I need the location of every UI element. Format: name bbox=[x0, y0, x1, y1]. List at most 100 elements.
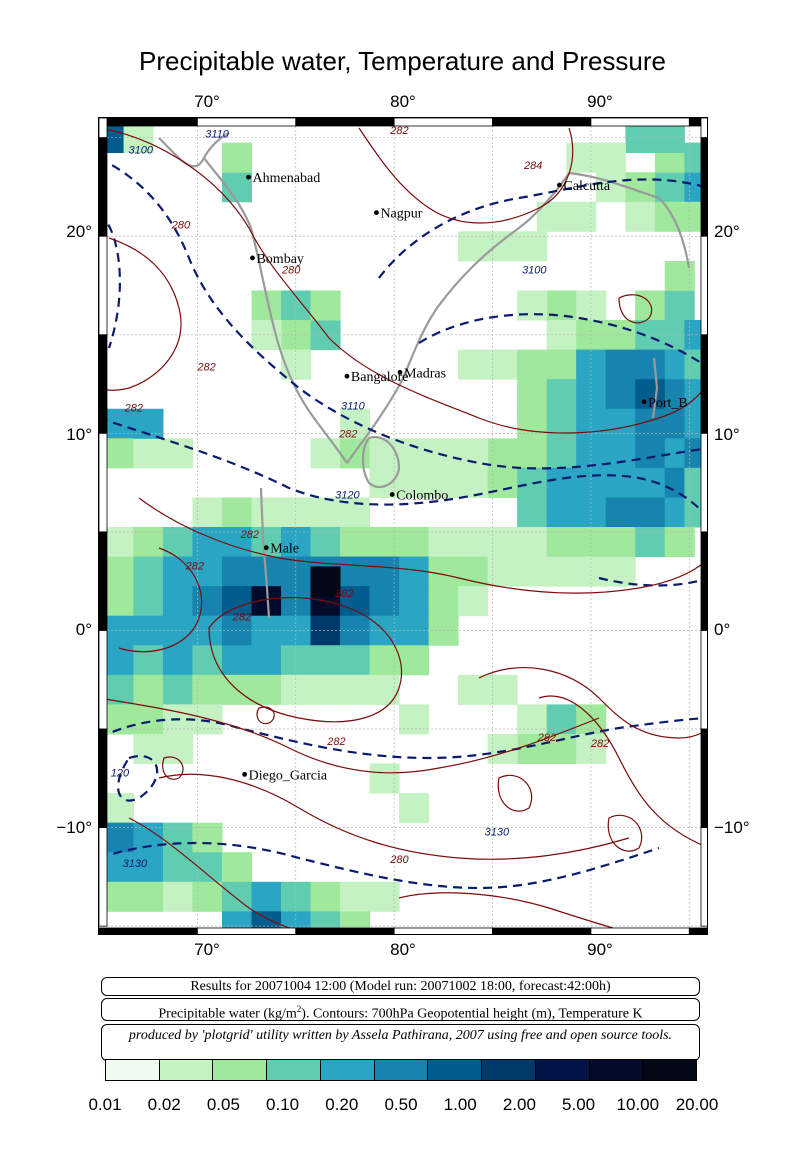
temperature-contour-label: 284 bbox=[523, 160, 542, 172]
precip-cell bbox=[133, 527, 164, 558]
city-label: Ahmenabad bbox=[253, 171, 321, 186]
frame-band-top bbox=[492, 118, 592, 127]
credit-text: produced by 'plotgrid' utility written b… bbox=[128, 1028, 673, 1043]
frame-band-top bbox=[196, 118, 297, 127]
precip-cell bbox=[546, 704, 577, 735]
precip-cell bbox=[517, 467, 548, 498]
colorbar-tick-label: 2.00 bbox=[502, 1095, 536, 1114]
colorbar-tick-label: 10.00 bbox=[616, 1095, 660, 1114]
precip-cell bbox=[221, 645, 252, 676]
precip-cell bbox=[399, 527, 430, 558]
precip-cell bbox=[428, 556, 459, 587]
variables-text-a: Precipitable water (kg/m bbox=[158, 1006, 297, 1022]
temperature-contour bbox=[538, 695, 707, 848]
city-label: Male bbox=[270, 542, 299, 557]
precip-cell bbox=[458, 556, 489, 587]
city-marker[interactable]: Calcutta bbox=[557, 179, 611, 194]
sri-lanka-coast bbox=[361, 435, 401, 489]
precip-cell bbox=[133, 822, 164, 853]
city-marker[interactable]: Bangalore bbox=[344, 370, 409, 385]
bottom-lon-label-70: 70° bbox=[194, 940, 220, 959]
precip-cell bbox=[635, 527, 666, 558]
precip-cell bbox=[340, 556, 371, 587]
city-marker[interactable]: Madras bbox=[397, 366, 446, 381]
precip-cell bbox=[546, 379, 577, 410]
frame-band-left bbox=[99, 728, 108, 828]
city-marker[interactable]: Nagpur bbox=[374, 207, 423, 222]
frame-band-left bbox=[99, 118, 108, 139]
precip-cell bbox=[369, 556, 400, 587]
city-marker[interactable]: Colombo bbox=[389, 488, 449, 503]
pressure-contour-label: 3100 bbox=[522, 265, 547, 277]
precip-cell bbox=[566, 201, 597, 232]
city-marker[interactable]: Bombay bbox=[250, 252, 304, 267]
colorbar-swatch bbox=[106, 1060, 160, 1080]
precip-cell bbox=[517, 556, 548, 587]
precip-cell bbox=[340, 645, 371, 676]
city-marker[interactable]: Diego_Garcia bbox=[242, 768, 328, 783]
temperature-contour-label: 280 bbox=[389, 854, 409, 866]
frame-band-right bbox=[700, 827, 707, 927]
maldives-chain bbox=[259, 487, 271, 619]
precip-cell bbox=[162, 674, 193, 705]
temperature-contour bbox=[256, 706, 275, 725]
precip-cell bbox=[369, 527, 400, 558]
frame-band-right bbox=[700, 728, 707, 828]
precip-cell bbox=[517, 408, 548, 439]
city-dot bbox=[242, 771, 248, 777]
colorbar-swatch bbox=[482, 1060, 536, 1080]
precip-cell bbox=[103, 586, 134, 617]
precip-cell bbox=[605, 497, 636, 528]
city-marker[interactable]: Port_B bbox=[641, 396, 688, 411]
colorbar bbox=[105, 1059, 697, 1081]
precip-cell bbox=[595, 172, 626, 203]
city-label: Bombay bbox=[256, 252, 303, 267]
colorbar-tick-label: 0.01 bbox=[88, 1095, 122, 1114]
precip-cell bbox=[487, 231, 518, 262]
temperature-contour bbox=[208, 597, 403, 723]
precip-cell bbox=[605, 349, 636, 380]
temperature-contour-label: 282 bbox=[334, 588, 353, 600]
precip-cell bbox=[487, 674, 518, 705]
precip-cell bbox=[310, 290, 341, 321]
city-label: Colombo bbox=[396, 488, 448, 503]
precip-cell bbox=[458, 674, 489, 705]
precip-cell bbox=[625, 201, 656, 232]
india-east-coast bbox=[346, 172, 570, 464]
city-dot bbox=[246, 174, 251, 180]
frame-band-left bbox=[99, 137, 108, 237]
precip-cell bbox=[635, 349, 666, 380]
pressure-contour bbox=[418, 313, 707, 369]
precip-cell bbox=[340, 881, 371, 912]
bay-north-coast bbox=[568, 171, 691, 269]
map-canvas[interactable]: 3100 3110 282 284 280 280 3100 282 282 3110 282 312… bbox=[99, 118, 708, 935]
colorbar-swatch bbox=[267, 1060, 321, 1080]
city-dot bbox=[397, 369, 403, 375]
city-marker[interactable]: Ahmenabad bbox=[246, 171, 320, 186]
frame-band-right bbox=[700, 118, 707, 139]
precip-cell bbox=[251, 645, 282, 676]
precip-cell bbox=[221, 497, 252, 528]
precip-cell bbox=[664, 527, 695, 558]
map-frame-border bbox=[99, 118, 707, 934]
precip-cell bbox=[251, 881, 282, 912]
precip-cell bbox=[517, 379, 548, 410]
precip-cell bbox=[635, 497, 666, 528]
frame-band-right bbox=[700, 334, 707, 434]
city-label: Port_B bbox=[648, 396, 688, 411]
temperature-contour bbox=[99, 697, 600, 774]
pressure-contour bbox=[117, 755, 159, 802]
precip-cell bbox=[595, 142, 626, 173]
precipitable-water-grid bbox=[99, 122, 707, 934]
pressure-contour-label: 120 bbox=[111, 767, 130, 779]
colorbar-tick-label: 5.00 bbox=[562, 1095, 596, 1114]
precip-cell bbox=[310, 645, 341, 676]
precip-cell bbox=[369, 586, 400, 617]
map-panel[interactable]: 3100 3110 282 284 280 280 3100 282 282 3110 282 312… bbox=[98, 117, 708, 935]
variables-text-superscript: 2 bbox=[296, 1004, 302, 1014]
city-markers: Ahmenabad Calcutta Nagpur Bombay MadrasBanga… bbox=[242, 171, 688, 783]
precip-cell bbox=[517, 290, 548, 321]
city-marker[interactable]: Male bbox=[263, 542, 299, 557]
precip-cell bbox=[103, 852, 134, 883]
frame-band-top bbox=[393, 118, 493, 127]
